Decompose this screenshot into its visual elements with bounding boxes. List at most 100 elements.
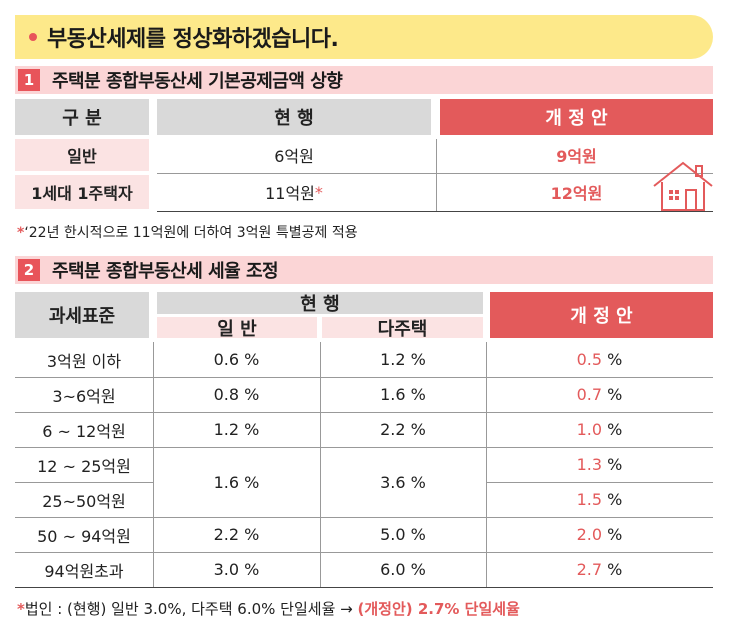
- section2-footnote: *법인 : (현행) 일반 3.0%, 다주택 6.0% 단일세율 → (개정안…: [17, 598, 520, 619]
- general-rate: 1.2: [213, 420, 240, 439]
- unit: %: [410, 472, 426, 492]
- row-divider: [15, 482, 153, 483]
- tax-base-cell: 3~6억원: [52, 386, 116, 406]
- section2-number: 2: [18, 259, 40, 281]
- footnote-highlight: (개정안) 2.7% 단일세율: [357, 600, 520, 618]
- house-icon: [653, 161, 713, 211]
- unit: %: [607, 350, 623, 369]
- header-multi-home: 다주택: [322, 317, 483, 340]
- current-value: 11억원: [265, 184, 315, 203]
- row-divider: [15, 447, 713, 448]
- page-title: 부동산세제를 정상화하겠습니다.: [47, 27, 339, 52]
- bullet-icon: [29, 33, 37, 41]
- proposal-rate-cell: 1.5 %: [486, 482, 713, 517]
- unit: %: [410, 560, 426, 579]
- section2-title: 주택분 종합부동산세 세율 조정: [52, 261, 279, 282]
- proposal-rate-cell: 0.7 %: [486, 377, 713, 412]
- multi-rate-cell-merged: 3.6 %: [320, 447, 486, 517]
- row-divider: [15, 517, 713, 518]
- general-rate-cell-merged: 1.6 %: [153, 447, 320, 517]
- unit: %: [244, 420, 260, 439]
- general-rate-cell: 2.2 %: [153, 517, 320, 552]
- row-single-home-label: 1세대 1주택자: [15, 175, 149, 209]
- tax-base-cell: 3억원 이하: [46, 351, 122, 371]
- proposal-rate: 1.5: [576, 490, 603, 509]
- title-banner: 부동산세제를 정상화하겠습니다.: [15, 15, 713, 59]
- general-rate-cell: 3.0 %: [153, 552, 320, 587]
- unit: %: [410, 525, 426, 544]
- unit: %: [607, 455, 623, 474]
- proposal-rate-cell: 1.0 %: [486, 412, 713, 447]
- general-rate: 1.6: [213, 472, 240, 492]
- header-proposal: 개 정 안: [440, 99, 713, 135]
- multi-rate: 3.6: [380, 472, 406, 492]
- tax-base-cell: 50 ~ 94억원: [37, 526, 131, 546]
- column-divider: [153, 342, 154, 587]
- unit: %: [607, 560, 623, 579]
- column-divider: [320, 342, 321, 587]
- general-rate: 0.8: [213, 385, 240, 404]
- multi-rate-cell: 1.2 %: [320, 342, 486, 377]
- multi-rate: 1.6: [380, 385, 406, 404]
- row-divider: [15, 412, 713, 413]
- table-bottom-line: [157, 211, 713, 212]
- proposal-rate-cell: 1.3 %: [486, 447, 713, 482]
- tax-base-cell: 6 ~ 12억원: [42, 421, 126, 441]
- column-divider: [486, 342, 487, 587]
- unit: %: [607, 420, 623, 439]
- proposal-rate-cell: 2.0 %: [486, 517, 713, 552]
- row-single-home-proposal: 12억원: [550, 184, 603, 203]
- multi-rate: 6.0: [380, 560, 406, 579]
- multi-rate-cell: 5.0 %: [320, 517, 486, 552]
- column-divider: [436, 139, 437, 211]
- footnote-text: ‘22년 한시적으로 11억원에 더하여 3억원 특별공제 적용: [24, 225, 358, 241]
- unit: %: [244, 385, 260, 404]
- general-rate: 2.2: [213, 525, 240, 544]
- unit: %: [607, 525, 623, 544]
- tax-base-cell: 25~50억원: [42, 491, 126, 511]
- section2-header: 2 주택분 종합부동산세 세율 조정: [15, 256, 713, 284]
- proposal-rate: 1.0: [576, 420, 603, 439]
- row-single-home-current: 11억원 *: [157, 175, 431, 209]
- unit: %: [244, 350, 260, 369]
- unit: %: [410, 420, 426, 439]
- footnote-mark: *: [17, 225, 25, 241]
- proposal-rate: 0.5: [576, 350, 603, 369]
- header-tax-base: 과세표준: [15, 292, 149, 338]
- multi-rate-cell: 6.0 %: [320, 552, 486, 587]
- general-rate: 3.0: [213, 560, 240, 579]
- table-bottom-line: [15, 587, 713, 588]
- tax-base-cell: 12 ~ 25억원: [37, 456, 131, 476]
- unit: %: [244, 472, 260, 492]
- unit: %: [244, 560, 260, 579]
- proposal-rate: 2.7: [576, 560, 603, 579]
- header-category: 구 분: [15, 99, 149, 135]
- section1-header: 1 주택분 종합부동산세 기본공제금액 상향: [15, 66, 713, 94]
- row-general-proposal: 9억원: [556, 147, 597, 166]
- unit: %: [410, 350, 426, 369]
- multi-rate: 5.0: [380, 525, 406, 544]
- row-divider: [486, 482, 713, 483]
- section1-title: 주택분 종합부동산세 기본공제금액 상향: [52, 71, 343, 92]
- proposal-rate: 1.3: [576, 455, 603, 474]
- multi-rate: 1.2: [380, 350, 406, 369]
- header-general: 일 반: [157, 317, 317, 340]
- unit: %: [607, 385, 623, 404]
- footnote-text: 법인 : (현행) 일반 3.0%, 다주택 6.0% 단일세율 →: [24, 600, 358, 618]
- general-rate-cell: 0.8 %: [153, 377, 320, 412]
- multi-rate-cell: 1.6 %: [320, 377, 486, 412]
- row-general-label: 일반: [15, 139, 149, 171]
- section1-number: 1: [18, 69, 40, 91]
- header-current: 현 행: [157, 99, 431, 135]
- multi-rate: 2.2: [380, 420, 406, 439]
- row-divider: [157, 173, 713, 174]
- proposal-rate-cell: 2.7 %: [486, 552, 713, 587]
- unit: %: [244, 525, 260, 544]
- row-general-current: 6억원: [274, 147, 314, 166]
- row-divider: [15, 377, 713, 378]
- footnote-mark: *: [17, 600, 25, 618]
- proposal-rate-cell: 0.5 %: [486, 342, 713, 377]
- multi-rate-cell: 2.2 %: [320, 412, 486, 447]
- general-rate-cell: 1.2 %: [153, 412, 320, 447]
- section1-footnote: *‘22년 한시적으로 11억원에 더하여 3억원 특별공제 적용: [17, 222, 358, 242]
